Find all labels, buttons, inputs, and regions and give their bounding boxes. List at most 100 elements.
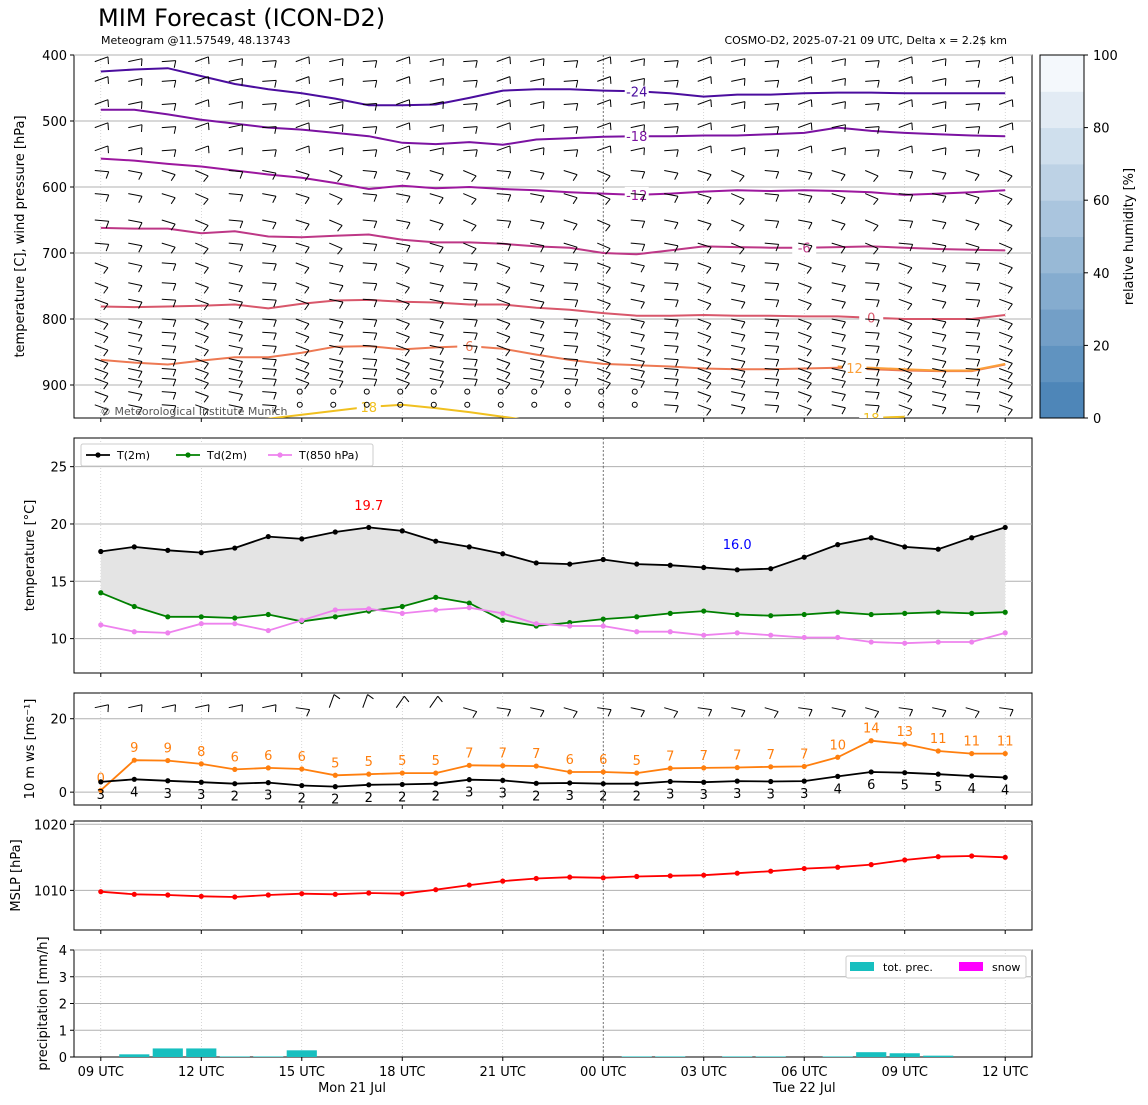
wind-barb bbox=[944, 124, 947, 132]
wind-barb bbox=[238, 285, 243, 293]
wind-barb bbox=[605, 336, 611, 344]
wind-barb bbox=[974, 223, 980, 231]
wind-barb bbox=[107, 145, 109, 154]
wind-barb-10m bbox=[295, 707, 310, 711]
wind-barb bbox=[439, 334, 444, 342]
series-point bbox=[366, 606, 372, 612]
wind-point bbox=[969, 750, 975, 757]
wind-barb bbox=[932, 331, 947, 336]
wind-barb bbox=[865, 298, 880, 301]
legend-swatch bbox=[850, 962, 874, 971]
wind-barb bbox=[865, 358, 880, 361]
wind-barb bbox=[530, 124, 545, 129]
legend-marker bbox=[185, 452, 191, 458]
wind-barb bbox=[262, 103, 277, 105]
wind-point bbox=[232, 766, 238, 772]
wind-barb bbox=[362, 126, 377, 129]
wind-barb bbox=[429, 78, 444, 82]
wind-barb bbox=[976, 392, 981, 400]
wind-barb bbox=[605, 198, 611, 206]
wind-barb bbox=[775, 283, 780, 291]
wind-barb bbox=[396, 242, 411, 247]
calm-wind-marker bbox=[531, 388, 538, 395]
wind-barb bbox=[597, 282, 611, 288]
wind-barb bbox=[798, 122, 812, 129]
series-point bbox=[466, 544, 472, 550]
wind-barb bbox=[575, 80, 579, 88]
wind-barb bbox=[1007, 396, 1013, 403]
wind-barb bbox=[664, 404, 679, 407]
wind-barb bbox=[304, 349, 310, 357]
wind-barb bbox=[597, 170, 611, 177]
wind-barb-10m bbox=[540, 710, 545, 718]
wind-barb bbox=[339, 301, 344, 309]
wind-barb-10m bbox=[741, 710, 746, 718]
wind-barb bbox=[463, 79, 478, 82]
wind-barb bbox=[128, 170, 143, 174]
wind-barb bbox=[161, 219, 176, 225]
wind-barb bbox=[509, 99, 511, 108]
wind-barb bbox=[94, 170, 109, 173]
wind-barb bbox=[396, 193, 411, 197]
wind-barb bbox=[898, 122, 913, 129]
wind-barb bbox=[540, 371, 545, 379]
wind-barb bbox=[999, 282, 1013, 288]
wind-barb bbox=[203, 363, 209, 370]
wind-barb bbox=[999, 358, 1013, 364]
wind-barb bbox=[664, 79, 679, 82]
calm-wind-marker bbox=[430, 401, 437, 408]
wind-barb bbox=[128, 193, 143, 197]
wind-barb bbox=[831, 262, 846, 267]
wind-barb bbox=[341, 101, 344, 109]
wind-barb bbox=[907, 372, 913, 380]
wind-barb bbox=[496, 358, 511, 364]
wind-barb bbox=[664, 391, 679, 394]
wind-barb bbox=[630, 377, 645, 382]
colorbar-tick-label: 60 bbox=[1093, 194, 1110, 209]
wind-barb bbox=[273, 346, 277, 354]
wind-barb bbox=[542, 147, 545, 156]
wind-barb bbox=[339, 265, 344, 273]
wind-barb bbox=[605, 382, 611, 390]
wind-barb bbox=[172, 283, 177, 291]
wind-barb bbox=[272, 245, 277, 253]
wind-barb bbox=[640, 301, 645, 309]
wind-barb bbox=[841, 334, 846, 342]
wind-barb bbox=[195, 76, 209, 82]
wind-barb bbox=[128, 344, 143, 349]
wind-barb-10m bbox=[306, 709, 311, 717]
wind-barb bbox=[373, 333, 378, 341]
wind-barb bbox=[731, 242, 745, 250]
wind-barb bbox=[238, 371, 243, 379]
series-point bbox=[1002, 524, 1008, 531]
wind-barb bbox=[138, 348, 143, 355]
wind-barb bbox=[1007, 198, 1013, 206]
time-tick-label: 12 UTC bbox=[178, 1065, 224, 1080]
wind-barb bbox=[239, 171, 244, 179]
isotherm-label: 6 bbox=[465, 340, 473, 355]
wind-barb bbox=[999, 170, 1013, 177]
wind-barb-10m bbox=[773, 711, 779, 718]
wind-barb bbox=[530, 170, 545, 174]
isotherm-label-bg bbox=[792, 239, 817, 256]
wind-barb bbox=[161, 282, 176, 285]
wind-barb bbox=[329, 262, 344, 267]
wind-barb-10m bbox=[673, 711, 679, 718]
wind-barb bbox=[831, 78, 846, 82]
wind-barb bbox=[932, 282, 947, 287]
wind-barb bbox=[128, 331, 143, 336]
wind-barb-10m bbox=[942, 710, 947, 718]
wind-barb bbox=[373, 221, 378, 229]
wind-barb bbox=[138, 394, 143, 402]
wind-value-label: 4 bbox=[968, 782, 976, 797]
wind-barb bbox=[540, 196, 545, 203]
wind-barb bbox=[597, 193, 611, 200]
wind-barb bbox=[697, 344, 712, 351]
wind-barb bbox=[775, 194, 780, 202]
wind-barb bbox=[94, 282, 109, 288]
mslp-point bbox=[500, 878, 506, 884]
calm-wind-marker bbox=[330, 388, 337, 395]
wind-barb bbox=[641, 244, 646, 252]
wind-barb bbox=[840, 223, 846, 231]
wind-barb bbox=[463, 318, 478, 321]
